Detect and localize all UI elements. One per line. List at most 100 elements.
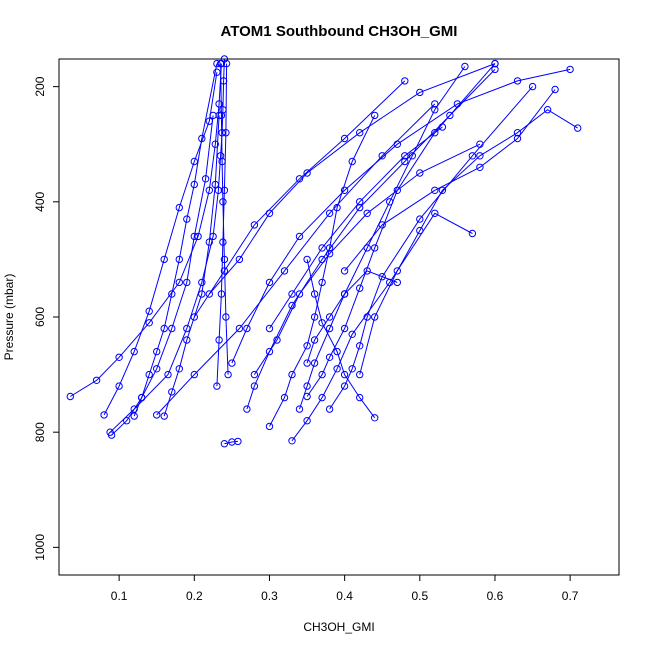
data-point xyxy=(198,278,206,287)
data-point xyxy=(303,255,311,264)
data-point xyxy=(356,198,364,206)
data-point xyxy=(205,290,214,298)
series-line-16 xyxy=(231,68,571,364)
data-point xyxy=(115,382,123,390)
y-tick-label: 600 xyxy=(33,307,47,327)
data-point xyxy=(431,106,439,114)
data-point xyxy=(265,347,274,356)
data-point xyxy=(280,267,289,275)
data-point xyxy=(217,290,226,298)
data-point xyxy=(194,232,202,241)
data-point xyxy=(153,411,161,419)
data-point xyxy=(235,324,244,333)
data-point xyxy=(340,370,349,379)
data-point xyxy=(164,370,172,379)
data-point xyxy=(175,365,184,373)
data-point xyxy=(215,336,223,344)
data-point xyxy=(243,324,251,333)
data-point xyxy=(528,82,537,91)
data-point xyxy=(348,157,356,166)
data-point xyxy=(551,85,559,94)
data-point xyxy=(325,405,334,413)
data-point xyxy=(476,152,484,160)
data-point xyxy=(356,203,364,212)
data-point xyxy=(288,370,296,379)
data-point xyxy=(453,100,462,108)
series-line-18 xyxy=(344,89,556,272)
data-point xyxy=(130,405,138,413)
plot-points xyxy=(66,55,582,448)
data-point xyxy=(303,342,311,350)
series-line-7 xyxy=(216,63,228,387)
data-point xyxy=(218,157,226,166)
data-point xyxy=(318,370,326,379)
series-line-23 xyxy=(291,212,473,442)
data-point xyxy=(356,393,364,402)
data-point xyxy=(295,290,304,298)
data-point xyxy=(288,301,296,310)
data-point xyxy=(222,313,230,321)
data-point xyxy=(220,186,229,195)
data-point xyxy=(310,359,319,367)
series-line-8 xyxy=(220,63,229,375)
y-tick-label: 400 xyxy=(33,191,47,211)
data-point xyxy=(183,336,191,344)
data-point xyxy=(340,134,349,143)
data-point xyxy=(476,140,484,148)
series-line-13 xyxy=(329,86,533,410)
data-point xyxy=(543,106,552,114)
data-point xyxy=(160,255,168,264)
series-line-4 xyxy=(103,72,218,416)
series-line-14 xyxy=(306,259,376,419)
data-point xyxy=(325,209,334,218)
data-point xyxy=(325,313,334,321)
series-line-9 xyxy=(224,440,238,445)
data-point xyxy=(123,417,131,425)
data-point xyxy=(318,278,326,287)
data-point xyxy=(201,175,210,183)
data-point xyxy=(393,140,401,148)
series-line-17 xyxy=(359,109,578,375)
data-point xyxy=(325,324,334,333)
data-point xyxy=(386,198,394,206)
data-point xyxy=(215,100,223,108)
data-point xyxy=(115,353,123,361)
data-point xyxy=(145,319,153,327)
data-point xyxy=(250,221,259,229)
data-point xyxy=(205,186,214,195)
data-point xyxy=(265,209,274,218)
data-point xyxy=(168,324,176,333)
data-point xyxy=(175,255,184,264)
data-point xyxy=(333,365,341,373)
data-point xyxy=(213,59,221,68)
data-point xyxy=(310,290,319,298)
data-point xyxy=(378,273,386,281)
plot-lines xyxy=(70,58,578,445)
data-point xyxy=(416,226,424,235)
data-point xyxy=(220,440,229,448)
data-point xyxy=(340,382,349,390)
data-point xyxy=(461,62,469,71)
data-point xyxy=(310,336,319,344)
data-point xyxy=(416,215,424,223)
data-point xyxy=(303,169,311,177)
data-point xyxy=(130,347,138,356)
data-point xyxy=(145,307,153,315)
data-point xyxy=(288,290,296,298)
data-point xyxy=(224,370,232,379)
data-point xyxy=(416,88,424,97)
data-point xyxy=(219,77,228,85)
data-point xyxy=(168,388,176,396)
series-line-5 xyxy=(133,63,218,417)
data-point xyxy=(325,250,334,258)
data-point xyxy=(265,278,274,287)
data-point xyxy=(153,347,161,356)
data-point xyxy=(310,313,319,321)
chart-title: ATOM1 Southbound CH3OH_GMI xyxy=(221,23,458,40)
data-point xyxy=(205,238,214,246)
x-axis-label: CH3OH_GMI xyxy=(303,620,374,634)
data-point xyxy=(386,278,394,287)
data-point xyxy=(340,186,349,195)
series-line-15 xyxy=(246,69,496,410)
data-point xyxy=(438,123,447,131)
